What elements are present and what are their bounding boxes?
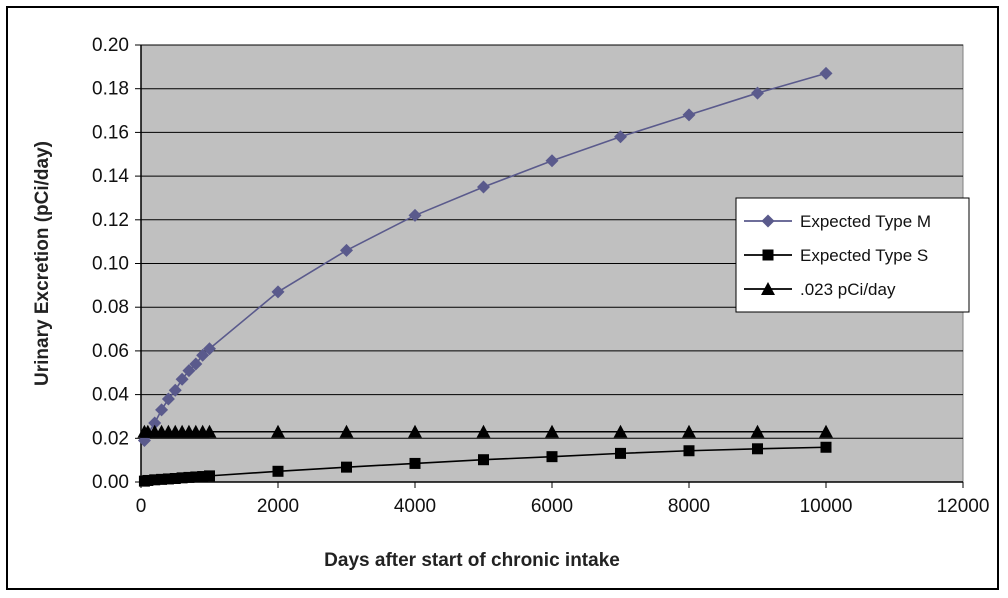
data-point: [204, 470, 215, 482]
y-tick-label: 0.04: [92, 385, 129, 406]
data-point: [271, 424, 285, 438]
data-point: [820, 441, 832, 453]
data-point: [341, 461, 352, 473]
x-tick-label: 4000: [394, 496, 436, 517]
data-point: [169, 473, 181, 485]
data-point: [340, 243, 353, 257]
data-point: [189, 357, 203, 371]
y-tick-label: 0.18: [92, 79, 129, 100]
data-point: [682, 108, 696, 122]
data-point: [175, 372, 189, 386]
data-point: [271, 285, 285, 299]
data-point: [203, 342, 216, 356]
series-1: [137, 66, 833, 447]
y-tick-label: 0.00: [92, 472, 129, 493]
y-axis-title: Urinary Excretion (pCi/day): [32, 141, 53, 386]
data-point: [819, 66, 833, 80]
data-point: [545, 154, 559, 168]
data-point: [545, 424, 559, 438]
y-tick-label: 0.16: [92, 122, 129, 143]
legend-entry: Expected Type S: [744, 246, 928, 265]
data-point: [478, 454, 489, 466]
data-point: [161, 392, 175, 406]
x-axis-title: Days after start of chronic intake: [324, 550, 620, 571]
data-point: [162, 473, 174, 485]
data-point: [614, 130, 627, 144]
x-tick-label: 0: [136, 496, 147, 517]
data-point: [142, 474, 154, 486]
data-point: [408, 208, 422, 222]
data-point: [409, 457, 421, 469]
data-point: [750, 424, 765, 438]
y-tick-label: 0.20: [92, 35, 129, 56]
data-point: [546, 451, 558, 463]
y-tick-label: 0.12: [92, 210, 129, 231]
data-point: [476, 424, 491, 438]
series-layer: [137, 66, 833, 487]
x-tick-label: 12000: [937, 496, 990, 517]
legend-marker: [761, 214, 775, 228]
data-point: [339, 424, 354, 438]
x-axis-ticks: 0 2000 4000 6000 8000 10000 12000: [136, 482, 990, 517]
legend-label: .023 pCi/day: [800, 280, 896, 299]
data-point: [751, 86, 764, 100]
data-point: [272, 465, 284, 477]
data-point: [197, 471, 209, 483]
data-point: [156, 473, 168, 485]
data-point: [408, 424, 422, 438]
legend-marker: [762, 249, 774, 261]
y-axis-ticks: 0.00 0.02 0.04 0.06 0.08 0.10 0.12 0.14 0.16 0.18…: [92, 35, 141, 493]
data-point: [148, 416, 162, 430]
data-point: [682, 424, 696, 438]
legend-label: Expected Type S: [800, 246, 928, 265]
legend-marker: [761, 282, 775, 295]
legend-entry: Expected Type M: [744, 212, 931, 231]
data-point: [168, 383, 182, 397]
data-point: [155, 403, 169, 417]
data-point: [202, 424, 217, 438]
data-point: [190, 471, 202, 483]
data-point: [615, 447, 626, 459]
y-tick-label: 0.02: [92, 428, 129, 449]
chart: 0.00 0.02 0.04 0.06 0.08 0.10 0.12 0.14 0.16 0.18…: [32, 35, 990, 571]
series-2: [138, 441, 832, 487]
legend-entry: .023 pCi/day: [744, 280, 896, 299]
y-tick-label: 0.08: [92, 297, 129, 318]
data-point: [683, 445, 695, 457]
data-point: [196, 348, 210, 362]
data-point: [176, 472, 188, 484]
data-point: [183, 471, 195, 483]
data-point: [819, 424, 833, 438]
legend-label: Expected Type M: [800, 212, 931, 231]
x-tick-label: 10000: [800, 496, 853, 517]
legend: Expected Type M Expected Type S .023 pCi/d…: [735, 197, 970, 313]
data-point: [149, 474, 161, 486]
chart-frame: 0.00 0.02 0.04 0.06 0.08 0.10 0.12 0.14 0.16 0.18…: [6, 6, 999, 590]
y-tick-label: 0.10: [92, 254, 129, 275]
x-tick-label: 8000: [668, 496, 710, 517]
data-point: [752, 443, 763, 455]
data-point: [477, 180, 490, 194]
x-tick-label: 6000: [531, 496, 573, 517]
y-tick-label: 0.06: [92, 341, 129, 362]
x-tick-label: 2000: [257, 496, 299, 517]
y-tick-label: 0.14: [92, 166, 129, 187]
series-3: [137, 424, 833, 438]
data-point: [182, 364, 196, 378]
data-point: [613, 424, 628, 438]
